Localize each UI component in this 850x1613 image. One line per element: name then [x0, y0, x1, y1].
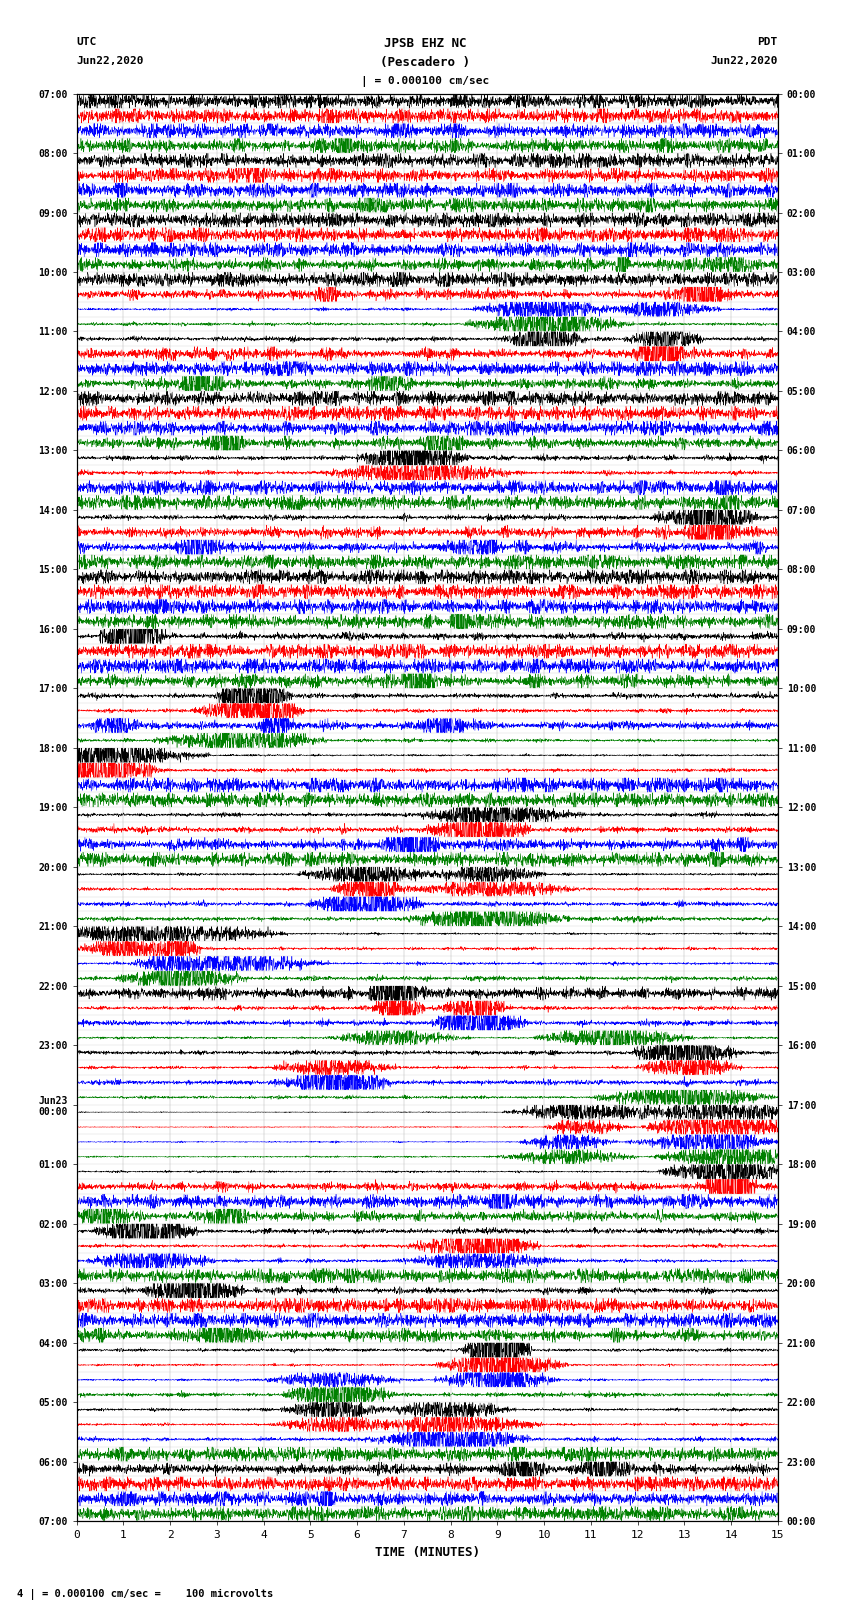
Text: | = 0.000100 cm/sec: | = 0.000100 cm/sec	[361, 76, 489, 87]
Text: PDT: PDT	[757, 37, 778, 47]
Text: 4 | = 0.000100 cm/sec =    100 microvolts: 4 | = 0.000100 cm/sec = 100 microvolts	[17, 1589, 273, 1600]
X-axis label: TIME (MINUTES): TIME (MINUTES)	[375, 1545, 479, 1558]
Text: Jun22,2020: Jun22,2020	[711, 56, 778, 66]
Text: Jun22,2020: Jun22,2020	[76, 56, 144, 66]
Text: JPSB EHZ NC: JPSB EHZ NC	[383, 37, 467, 50]
Text: UTC: UTC	[76, 37, 97, 47]
Text: (Pescadero ): (Pescadero )	[380, 56, 470, 69]
